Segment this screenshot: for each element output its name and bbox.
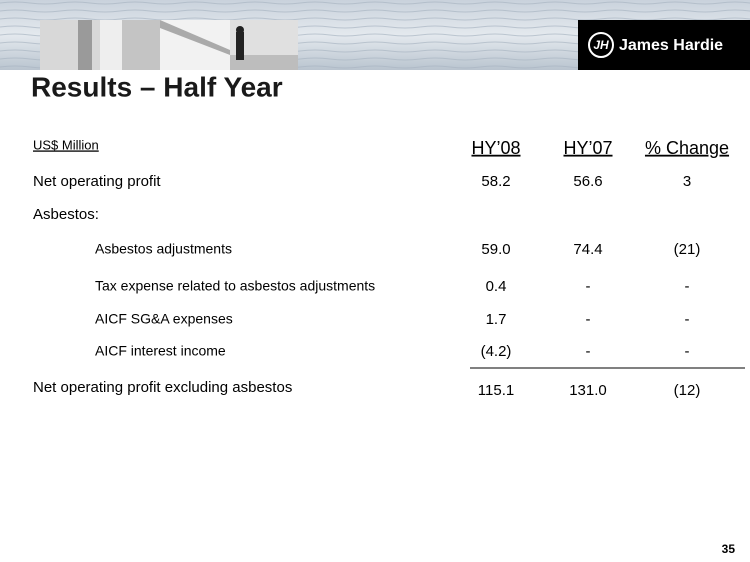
row-label: Asbestos:	[33, 206, 99, 223]
row-label: AICF interest income	[95, 343, 226, 359]
cell: -	[586, 311, 591, 328]
column-header: HY’08	[471, 138, 520, 158]
row-label: Net operating profit excluding asbestos	[33, 379, 292, 396]
cell: 56.6	[573, 173, 602, 190]
slide-title: Results – Half Year	[31, 71, 283, 102]
cell: 58.2	[481, 173, 510, 190]
cell: -	[685, 343, 690, 360]
cell: 59.0	[481, 241, 510, 258]
page-number: 35	[722, 542, 736, 556]
unit-label: US$ Million	[33, 137, 99, 152]
logo: JH James Hardie	[578, 20, 750, 70]
cell: 1.7	[486, 311, 507, 328]
cell: 0.4	[486, 278, 507, 295]
table-rows: Net operating profit 58.2 56.6 3 Asbestos: As…	[33, 173, 700, 399]
column-headers: HY’08 HY’07 % Change	[471, 138, 729, 158]
logo-text: James Hardie	[619, 37, 723, 54]
row-label: AICF SG&A expenses	[95, 311, 233, 327]
cell: 74.4	[573, 241, 602, 258]
row-label: Net operating profit	[33, 173, 161, 190]
logo-mark: JH	[593, 38, 609, 52]
cell: -	[685, 311, 690, 328]
cell: (12)	[674, 382, 701, 399]
cell: (4.2)	[481, 343, 512, 360]
cell: -	[586, 278, 591, 295]
column-header: % Change	[645, 138, 729, 158]
cell: (21)	[674, 241, 701, 258]
cell: -	[685, 278, 690, 295]
cell: 131.0	[569, 382, 607, 399]
cell: 115.1	[478, 382, 514, 399]
cell: 3	[683, 173, 691, 190]
column-header: HY’07	[563, 138, 612, 158]
row-label: Tax expense related to asbestos adjustme…	[95, 278, 375, 294]
cell: -	[586, 343, 591, 360]
row-label: Asbestos adjustments	[95, 241, 232, 257]
